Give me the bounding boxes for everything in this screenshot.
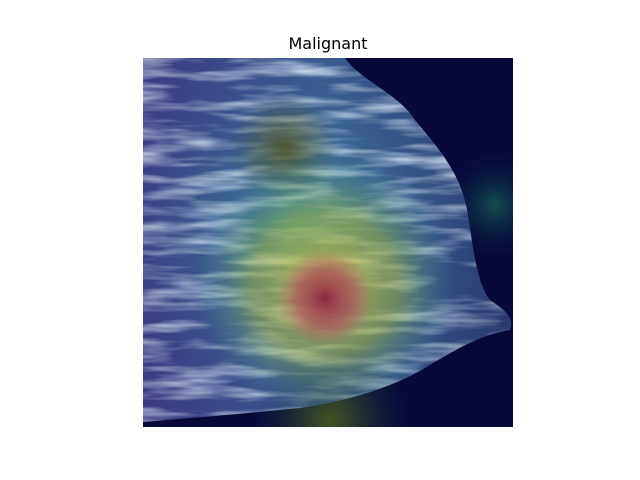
heatmap-image <box>143 58 513 427</box>
image-title: Malignant <box>288 34 367 53</box>
